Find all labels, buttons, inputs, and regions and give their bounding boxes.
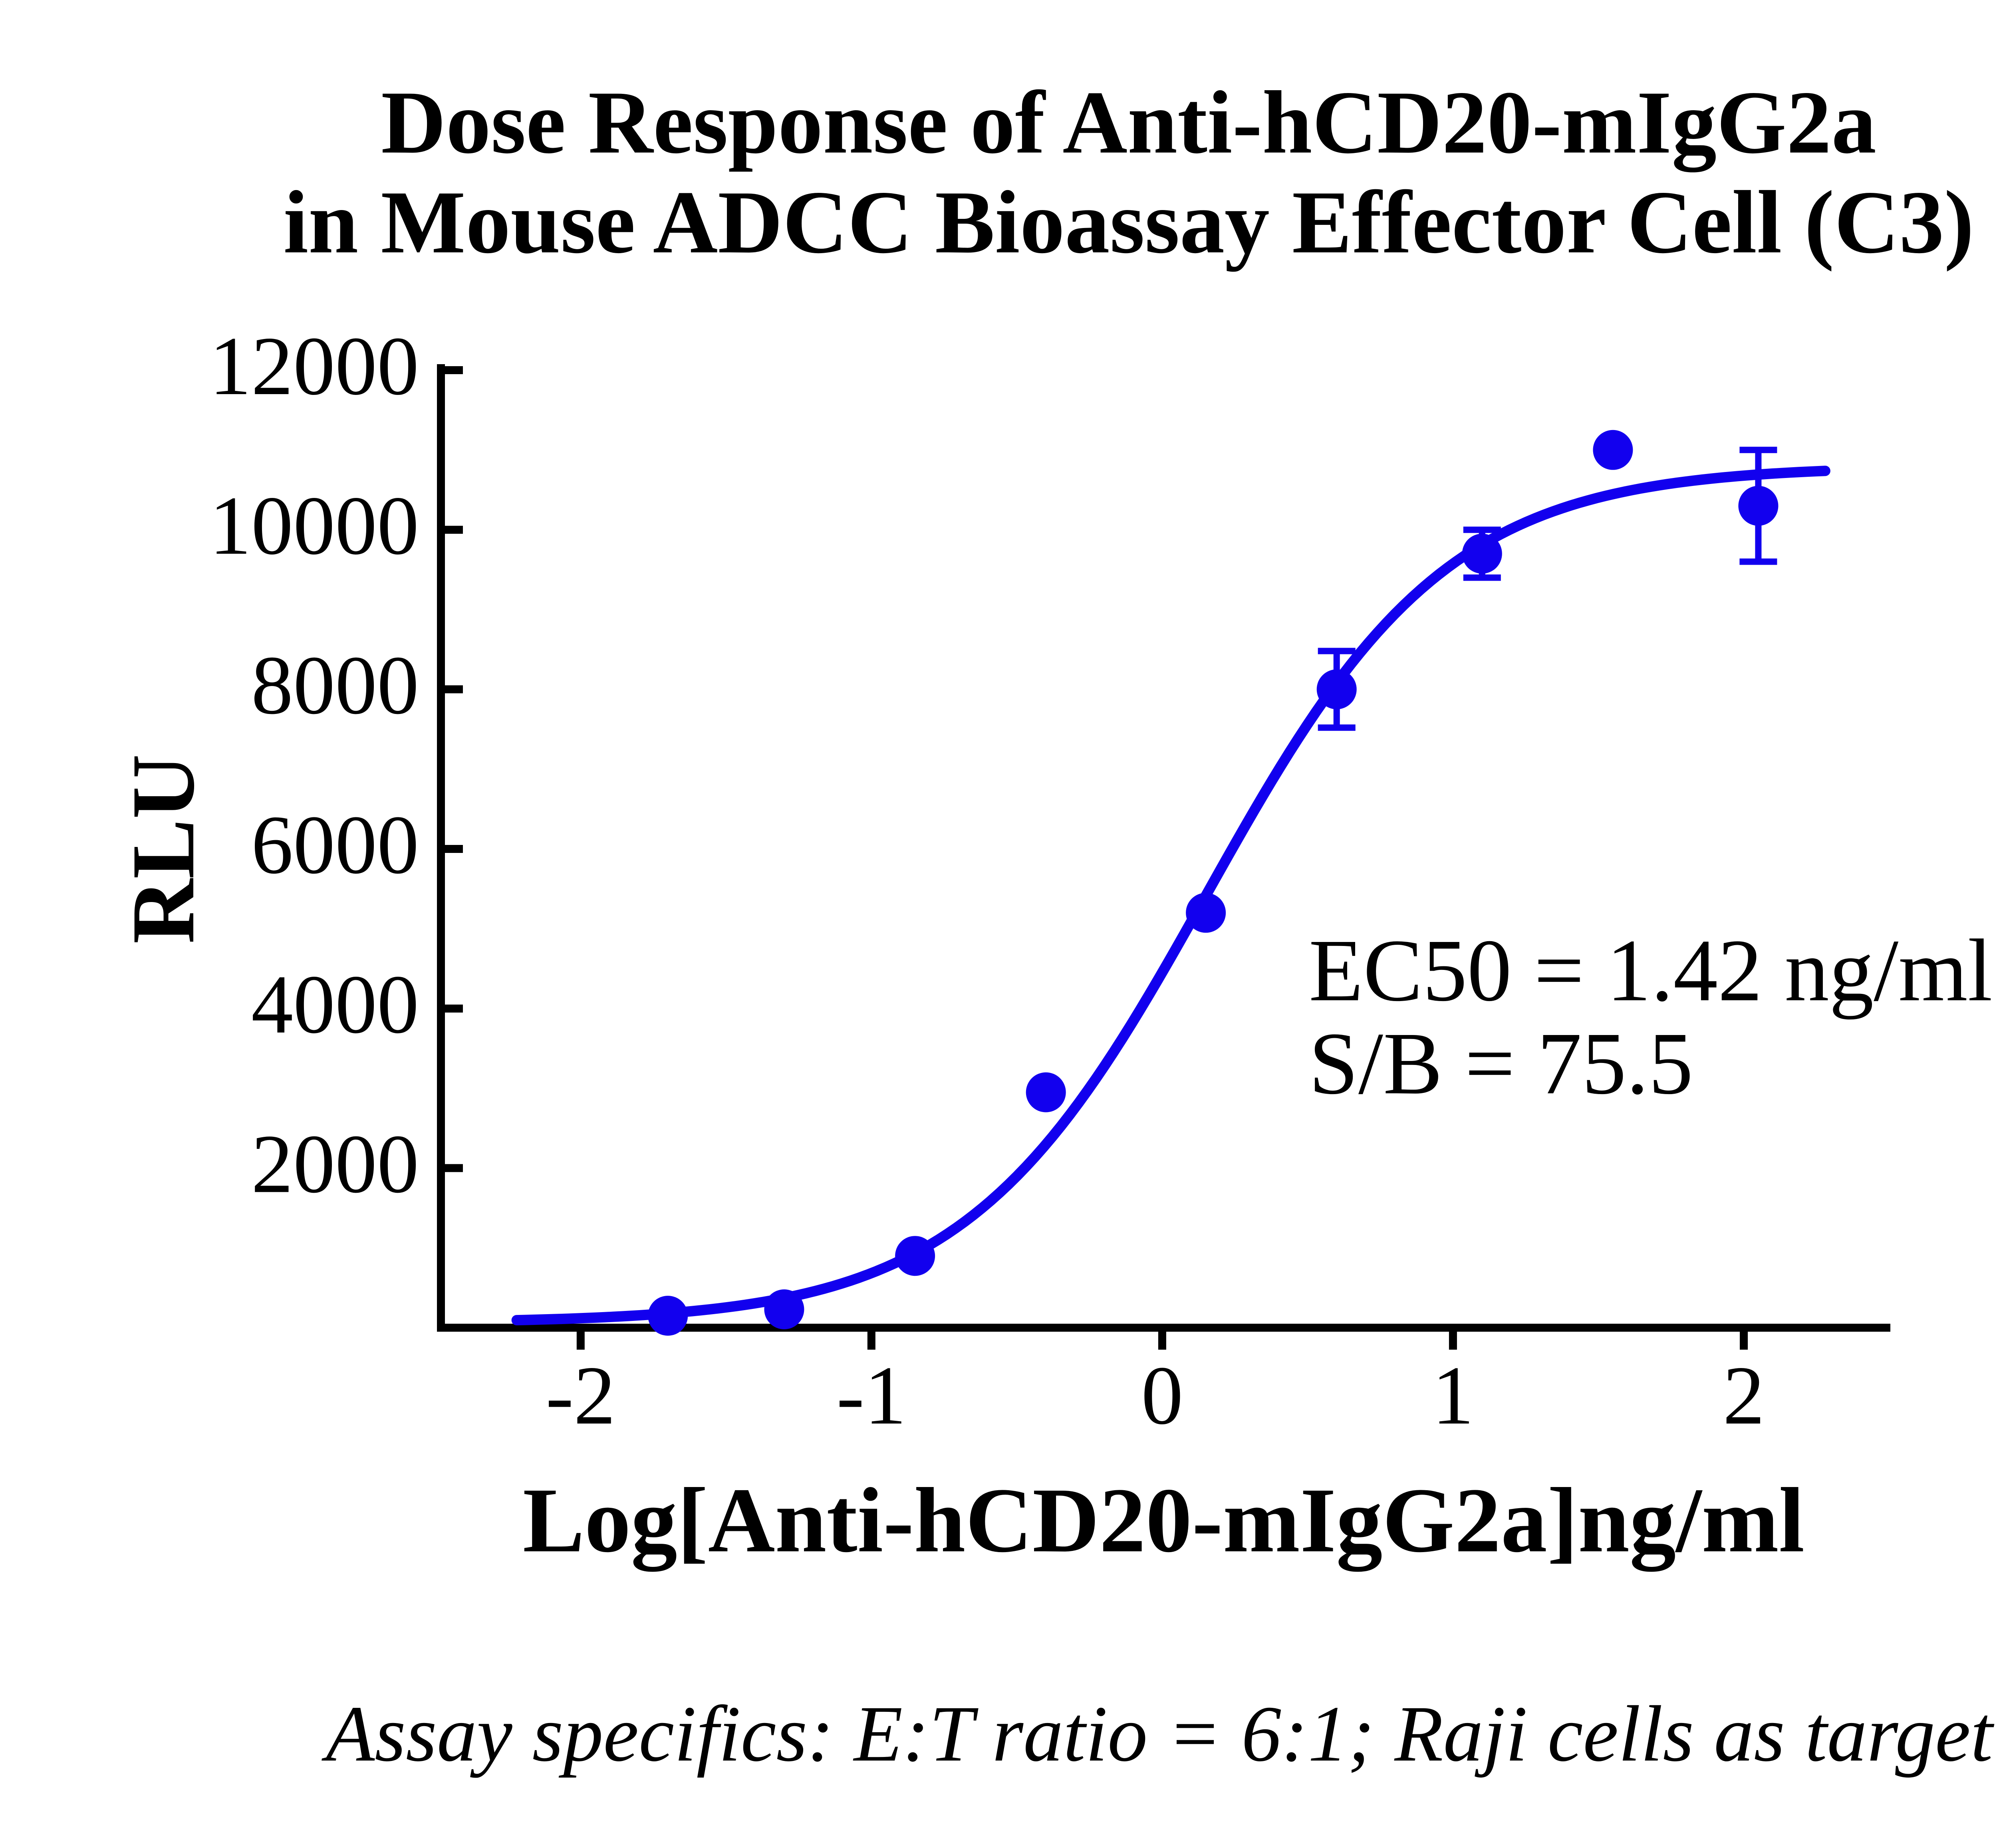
svg-text:2: 2: [1723, 1349, 1765, 1442]
svg-text:12000: 12000: [209, 320, 419, 412]
svg-text:RLU: RLU: [113, 754, 213, 944]
svg-text:-1: -1: [836, 1349, 906, 1442]
svg-text:4000: 4000: [251, 958, 419, 1051]
svg-text:10000: 10000: [209, 480, 419, 572]
svg-text:Log[Anti-hCD20-mIgG2a]ng/ml: Log[Anti-hCD20-mIgG2a]ng/ml: [523, 1469, 1804, 1572]
svg-text:2000: 2000: [251, 1118, 419, 1210]
svg-text:6000: 6000: [251, 799, 419, 891]
svg-text:8000: 8000: [251, 639, 419, 732]
svg-text:-2: -2: [546, 1349, 615, 1442]
svg-text:0: 0: [1141, 1349, 1183, 1442]
svg-text:1: 1: [1432, 1349, 1474, 1442]
svg-text:EC50 = 1.42 ng/ml: EC50 = 1.42 ng/ml: [1309, 921, 1993, 1020]
svg-text:S/B = 75.5: S/B = 75.5: [1309, 1014, 1693, 1113]
